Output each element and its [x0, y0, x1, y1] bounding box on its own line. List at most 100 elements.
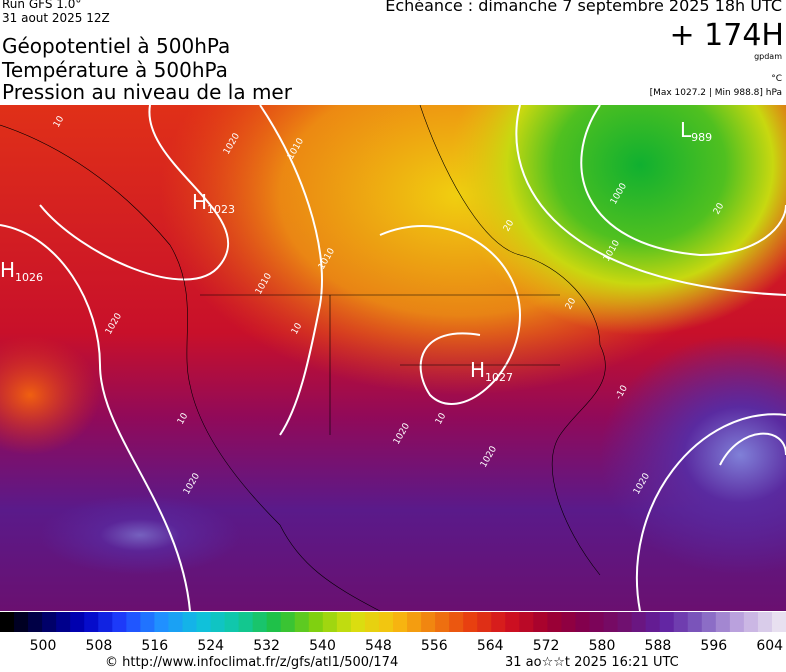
pressure-range: [Max 1027.2 | Min 988.8] hPa [649, 88, 782, 98]
warm-zone [0, 335, 100, 455]
color-swatch [617, 612, 633, 632]
pressure-center: H1026 [0, 258, 43, 284]
color-swatch [715, 612, 731, 632]
colorbar-label: 596 [700, 638, 727, 654]
color-swatch [364, 612, 380, 632]
colorbar-label: 540 [309, 638, 336, 654]
color-swatch [533, 612, 548, 632]
color-swatch [701, 612, 717, 632]
pressure-center: L989 [680, 118, 712, 144]
center-letter: H [0, 258, 15, 282]
footer-date: 31 ao☆☆t 2025 16:21 UTC [505, 655, 679, 670]
colorbar-label: 524 [197, 638, 224, 654]
color-swatch [140, 612, 155, 632]
color-swatch [224, 612, 240, 632]
colorbar-label: 516 [141, 638, 168, 654]
center-letter: H [192, 190, 207, 214]
center-value: 1026 [15, 271, 43, 284]
color-swatch [393, 612, 408, 632]
color-swatch [98, 612, 113, 632]
colorbar-label: 564 [477, 638, 504, 654]
title: Pression au niveau de la mer [2, 80, 292, 104]
lead-time: + 174H [669, 18, 785, 53]
center-value: 989 [691, 131, 712, 144]
center-value: 1023 [207, 203, 235, 216]
color-swatch [70, 612, 85, 632]
color-swatch [575, 612, 590, 632]
cold-zone [40, 495, 240, 575]
color-swatch [659, 612, 675, 632]
color-swatch [154, 612, 169, 632]
color-swatch [743, 612, 759, 632]
color-swatch [673, 612, 689, 632]
colorbar-label: 532 [253, 638, 280, 654]
color-swatch [182, 612, 197, 632]
run-date: 31 aout 2025 12Z [2, 11, 110, 25]
color-swatch [28, 612, 43, 632]
color-swatch [771, 612, 786, 632]
color-swatch [421, 612, 436, 632]
color-swatch [280, 612, 296, 632]
color-swatch [126, 612, 141, 632]
color-swatch [378, 612, 394, 632]
colorbar-label: 572 [533, 638, 560, 654]
color-swatch [322, 612, 338, 632]
color-swatch [266, 612, 282, 632]
footer-url: © http://www.infoclimat.fr/z/gfs/atl1/50… [105, 655, 399, 670]
color-swatch [687, 612, 703, 632]
valid-time: Echéance : dimanche 7 septembre 2025 18h… [385, 0, 782, 15]
colorbar-label: 548 [365, 638, 392, 654]
colorbar-label: 508 [86, 638, 113, 654]
colorbar-label: 500 [30, 638, 57, 654]
center-letter: H [470, 358, 485, 382]
color-swatch [336, 612, 352, 632]
color-swatch [505, 612, 520, 632]
cold-zone [450, 105, 786, 335]
color-swatch [168, 612, 183, 632]
colorbar-label: 556 [421, 638, 448, 654]
color-swatch [477, 612, 492, 632]
color-swatch [645, 612, 661, 632]
colorbar: 500 508 516 524 532 540 548 556 564 572 580 588 596 6… [0, 612, 786, 654]
pressure-center: H1023 [192, 190, 235, 216]
unit-geo: gpdam [754, 52, 782, 61]
cold-zone [600, 335, 786, 575]
title: Température à 500hPa [2, 58, 228, 82]
color-swatch [729, 612, 745, 632]
color-swatch [14, 612, 29, 632]
color-swatch [561, 612, 576, 632]
center-letter: L [680, 118, 692, 142]
color-swatch [308, 612, 324, 632]
colorbar-label: 588 [645, 638, 672, 654]
color-swatch [589, 612, 605, 632]
color-swatch [407, 612, 422, 632]
color-swatch [350, 612, 366, 632]
color-swatch [196, 612, 212, 632]
colorbar-label: 604 [756, 638, 783, 654]
color-swatch [294, 612, 310, 632]
color-swatch [84, 612, 99, 632]
color-swatch [449, 612, 464, 632]
color-swatch [757, 612, 773, 632]
color-swatch [112, 612, 127, 632]
color-swatch [547, 612, 562, 632]
coastlines [0, 105, 606, 611]
color-swatch [435, 612, 450, 632]
color-swatch [519, 612, 534, 632]
isobars [0, 105, 786, 611]
color-swatch [491, 612, 506, 632]
pressure-center: H1027 [470, 358, 513, 384]
color-swatch [0, 612, 15, 632]
colorbar-label: 580 [589, 638, 616, 654]
color-swatch [42, 612, 57, 632]
color-swatch [603, 612, 619, 632]
center-value: 1027 [485, 371, 513, 384]
unit-temp: °C [771, 74, 782, 84]
run: Run GFS 1.0° [2, 0, 82, 11]
color-swatch [463, 612, 478, 632]
color-swatch [210, 612, 226, 632]
title: Géopotentiel à 500hPa [2, 34, 231, 58]
color-swatch [238, 612, 254, 632]
